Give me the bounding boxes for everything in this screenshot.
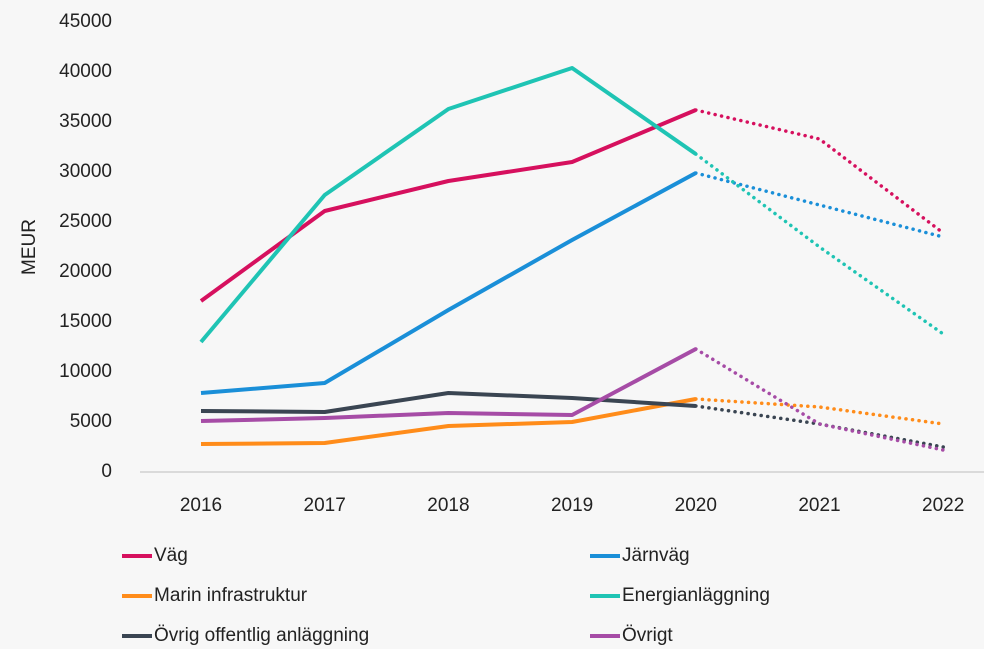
x-tick-label: 2021	[798, 495, 840, 516]
series-line	[200, 171, 697, 395]
y-tick-label: 25000	[59, 211, 112, 232]
legend-label: Övrigt	[622, 625, 673, 646]
x-tick-label: 2017	[304, 495, 346, 516]
series-line	[200, 391, 696, 414]
series-line	[199, 66, 697, 344]
forecast-line	[694, 171, 945, 239]
forecast-line	[694, 108, 945, 235]
y-tick-label: 40000	[59, 61, 112, 82]
legend-label: Övrig offentlig anläggning	[154, 625, 369, 646]
forecast-line	[694, 347, 945, 452]
legend-label: Väg	[154, 545, 188, 566]
y-tick-label: 0	[101, 461, 112, 482]
y-tick-label: 20000	[59, 261, 112, 282]
forecast-line	[694, 397, 945, 426]
y-tick-label: 10000	[59, 361, 112, 382]
y-tick-label: 35000	[59, 111, 112, 132]
x-tick-label: 2016	[180, 495, 222, 516]
series-line	[200, 397, 697, 446]
legend-label: Marin infrastruktur	[154, 585, 308, 606]
y-tick-label: 15000	[59, 311, 112, 332]
y-tick-label: 30000	[59, 161, 112, 182]
legend-label: Järnväg	[622, 545, 690, 566]
x-tick-label: 2019	[551, 495, 593, 516]
series-line	[199, 108, 697, 303]
forecast-line	[694, 152, 945, 336]
legend-label: Energianläggning	[622, 585, 770, 606]
x-tick-label: 2022	[922, 495, 964, 516]
y-axis-label: MEUR	[19, 219, 40, 275]
y-tick-label: 45000	[59, 11, 112, 32]
x-tick-label: 2020	[675, 495, 717, 516]
forecast-line	[694, 404, 945, 449]
y-tick-label: 5000	[70, 411, 112, 432]
x-tick-label: 2018	[427, 495, 469, 516]
series-line	[200, 347, 697, 423]
